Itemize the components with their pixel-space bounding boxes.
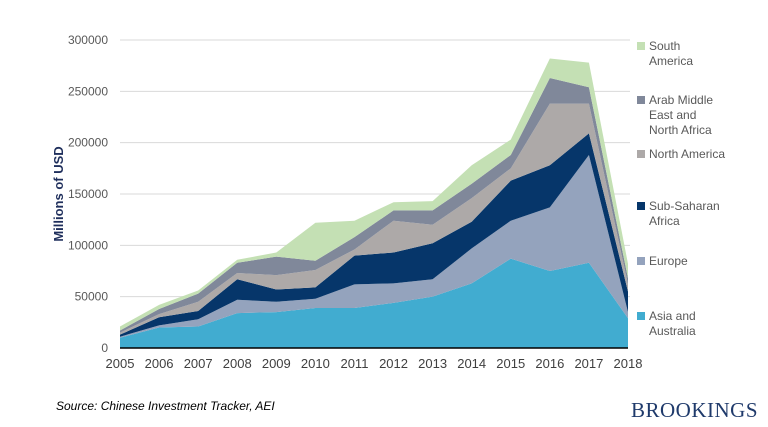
legend-label: Africa — [649, 214, 680, 228]
y-tick-label: 200000 — [68, 136, 108, 150]
area-asia-and-australia — [120, 258, 628, 348]
y-tick-label: 250000 — [68, 84, 108, 98]
x-tick-label: 2011 — [340, 356, 368, 371]
x-tick-label: 2009 — [262, 356, 291, 371]
legend-swatch — [637, 202, 645, 210]
legend-item: Europe — [637, 254, 688, 268]
legend-label: America — [649, 54, 693, 68]
legend-label: North Africa — [649, 123, 712, 137]
area-sub-saharan-africa — [120, 133, 628, 337]
x-tick-label: 2016 — [535, 356, 564, 371]
y-axis-label: Millions of USD — [51, 146, 66, 241]
legend-label: Australia — [649, 324, 696, 338]
legend-swatch — [637, 150, 645, 158]
y-tick-label: 150000 — [68, 187, 108, 201]
area-south-america — [120, 58, 628, 331]
x-tick-label: 2006 — [145, 356, 174, 371]
legend-label: East and — [649, 108, 696, 122]
axes: 0 50000 100000 150000 200000 250000 300000 2005… — [68, 33, 643, 371]
source-note: Source: Chinese Investment Tracker, AEI — [56, 399, 275, 413]
legend-swatch — [637, 42, 645, 50]
x-tick-label: 2014 — [457, 356, 486, 371]
x-tick-label: 2012 — [379, 356, 408, 371]
x-tick-label: 2015 — [496, 356, 525, 371]
brookings-logo: BROOKINGS — [631, 398, 758, 422]
areas — [120, 58, 628, 348]
x-tick-label: 2010 — [301, 356, 330, 371]
x-tick-label: 2013 — [418, 356, 447, 371]
area-north-america — [120, 103, 628, 335]
y-tick-label: 0 — [101, 341, 108, 355]
x-tick-label: 2005 — [106, 356, 135, 371]
legend-swatch — [637, 312, 645, 320]
area-europe — [120, 154, 628, 338]
y-tick-label: 300000 — [68, 33, 108, 47]
legend-label: Europe — [649, 254, 688, 268]
x-tick-label: 2018 — [614, 356, 643, 371]
legend-label: South — [649, 39, 680, 53]
legend-label: Asia and — [649, 309, 696, 323]
legend-item: North America — [637, 147, 725, 161]
legend-swatch — [637, 96, 645, 104]
y-tick-label: 50000 — [75, 290, 109, 304]
legend-label: Arab Middle — [649, 93, 713, 107]
legend-swatch — [637, 257, 645, 265]
x-tick-label: 2008 — [223, 356, 252, 371]
area-arab-middle-east-and-north-africa — [120, 77, 628, 333]
legend-label: Sub-Saharan — [649, 199, 720, 213]
y-tick-label: 100000 — [68, 238, 108, 252]
x-tick-label: 2007 — [184, 356, 213, 371]
x-tick-label: 2017 — [574, 356, 603, 371]
legend-label: North America — [649, 147, 725, 161]
